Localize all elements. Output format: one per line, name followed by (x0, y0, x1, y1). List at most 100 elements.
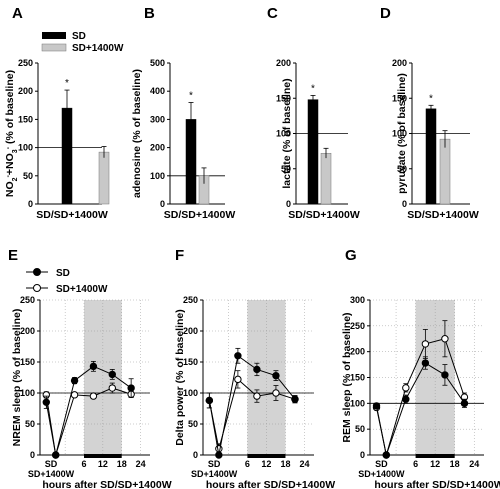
x-axis-label: hours after SD/SD+1400W (42, 479, 171, 489)
dark-period-shading (247, 300, 286, 455)
bar-sd1400w (98, 151, 110, 205)
series-line-sd (208, 354, 296, 456)
y-tick-label: 0 (402, 199, 407, 209)
y-axis-label-part: +NO (4, 153, 16, 175)
dark-period-bar (415, 454, 455, 458)
data-point-sd1400w (108, 384, 116, 392)
y-tick-label: 50 (188, 419, 198, 429)
data-point-sd (52, 451, 60, 459)
data-point-sd (421, 359, 430, 367)
x-tick-label: 24 (469, 459, 479, 469)
y-tick-label: 150 (350, 373, 365, 383)
y-tick-label: 100 (150, 171, 165, 181)
legend-swatch-sd (42, 32, 66, 39)
x-axis-label: SD/SD+1400W (36, 209, 108, 221)
x-tick-label: 12 (98, 459, 108, 469)
data-point-sd (372, 402, 381, 410)
data-point-sd (382, 451, 390, 459)
y-tick-label: 100 (350, 398, 365, 408)
legend-top: SD SD+1400W (41, 31, 124, 54)
y-tick-label: 200 (183, 326, 198, 336)
y-tick-label: 150 (20, 357, 35, 367)
y-tick-label: 300 (350, 295, 365, 305)
y-axis-label-part: NO (4, 181, 16, 197)
y-axis-label-part: 2 (12, 177, 19, 181)
x-tick-label: 18 (450, 459, 460, 469)
y-tick-label: 200 (150, 143, 165, 153)
data-point-sd1400w (421, 340, 430, 348)
bar-sd (307, 99, 319, 205)
x-tick-label: 18 (280, 459, 290, 469)
y-axis-label: pyruvate (% of baseline) (396, 73, 408, 194)
bar-sd1400w (320, 152, 332, 205)
data-point-sd1400w (215, 445, 223, 453)
y-tick-label: 300 (150, 114, 165, 124)
y-axis-label-part: (% of baseline) (4, 70, 16, 147)
y-axis-label: lactate (% of baseline) (281, 78, 293, 188)
legend-label-sd1400w: SD+1400W (72, 43, 124, 54)
data-point-sd (42, 398, 50, 406)
chart-panel-b: B 0 100 200 300 400 500 * SD/SD+1400W adenosine (… (131, 5, 235, 221)
y-axis-label: adenosine (% of baseline) (131, 69, 143, 198)
panel-label: G (345, 247, 357, 264)
y-axis-label: Delta power (% of baseline) (174, 309, 186, 446)
y-tick-label: 0 (360, 450, 365, 460)
y-tick-label: 250 (183, 295, 198, 305)
data-point-sd (291, 395, 299, 403)
x-tick-label: 12 (430, 459, 440, 469)
x-tick-label: SD (208, 459, 221, 469)
panel-label: F (175, 247, 184, 264)
legend-marker-sd1400w (33, 284, 41, 292)
y-tick-label: 0 (28, 199, 33, 209)
dark-period-bar (84, 454, 122, 458)
y-tick-label: 0 (286, 199, 291, 209)
y-tick-label: 50 (25, 419, 35, 429)
y-tick-label: 100 (20, 388, 35, 398)
legend-bottom: SD SD+1400W (26, 268, 108, 295)
y-axis-label-part: - (5, 174, 12, 177)
significance-star: * (189, 90, 193, 101)
data-point-sd1400w (234, 375, 242, 384)
y-tick-label: 50 (281, 164, 291, 174)
panel-label: E (8, 247, 18, 264)
data-point-sd (234, 352, 242, 360)
y-tick-label: 200 (276, 58, 291, 68)
data-point-sd (441, 371, 449, 379)
x-tick-label: 6 (245, 459, 250, 469)
x-tick-sublabel: SD+1400W (28, 469, 75, 479)
data-point-sd1400w (70, 391, 79, 399)
legend-label-sd: SD (72, 31, 86, 42)
data-point-sd1400w (402, 384, 410, 392)
y-tick-label: 200 (392, 58, 407, 68)
y-tick-label: 200 (20, 326, 35, 336)
y-tick-label: 100 (183, 388, 198, 398)
bar-sd (425, 108, 437, 205)
x-axis-label: SD/SD+1400W (164, 209, 236, 221)
data-point-sd (127, 384, 135, 392)
chart-panel-d: D 0 50 100 150 200 * SD/SD+1400W pyruvate (% of … (380, 5, 479, 221)
x-axis-label: SD/SD+1400W (407, 209, 479, 221)
panel-label: B (144, 5, 155, 22)
x-axis-label: hours after SD/SD+1400W (206, 479, 335, 489)
x-tick-label: 6 (413, 459, 418, 469)
y-axis-label: NO2-+NO3- (% of baseline) (4, 70, 19, 197)
data-point-sd1400w (441, 335, 449, 343)
y-tick-label: 50 (23, 171, 33, 181)
y-tick-label: 400 (150, 86, 165, 96)
y-axis-label: NREM sleep (% of baseline) (11, 309, 23, 447)
data-point-sd (205, 396, 214, 405)
chart-panel-g: G 0 50 100 150 200 250 300 SD 6 12 18 24 SD+1400Whour… (341, 247, 500, 489)
panel-label: D (380, 5, 391, 22)
series-line-sd (45, 365, 132, 456)
panel-label: C (267, 5, 278, 22)
x-tick-label: SD (375, 459, 388, 469)
x-tick-sublabel: SD+1400W (191, 469, 238, 479)
panel-label: A (12, 5, 23, 22)
legend-marker-sd (33, 268, 41, 276)
data-point-sd (70, 376, 79, 385)
y-tick-label: 50 (355, 424, 365, 434)
legend-label-sd: SD (56, 268, 70, 279)
